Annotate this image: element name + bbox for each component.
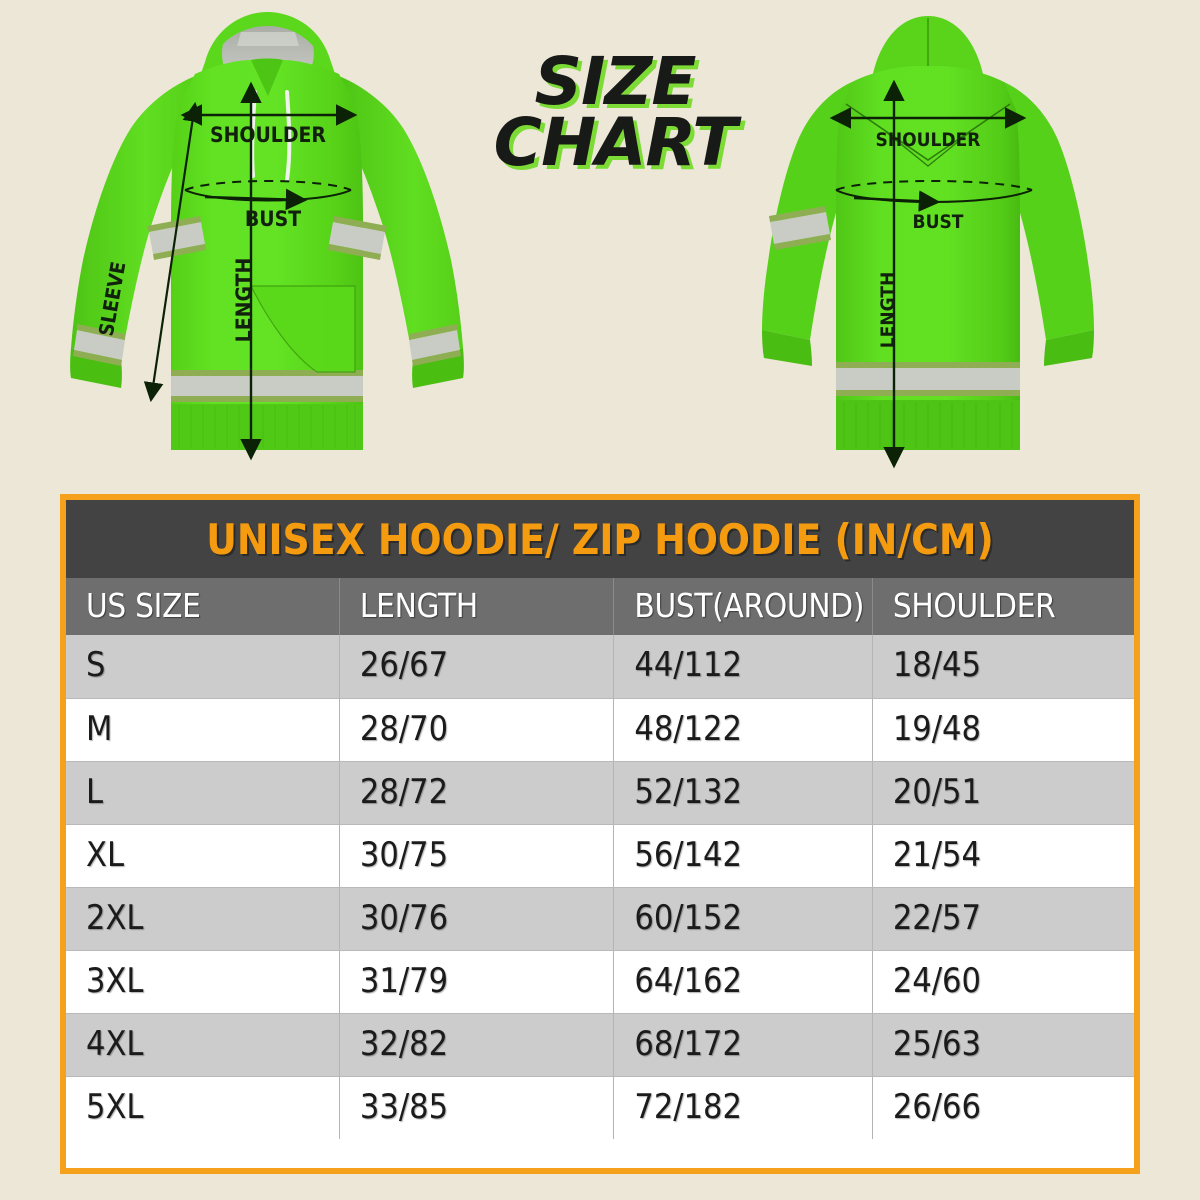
table-row: 2XL 30/76 60/152 22/57 [66,887,1134,951]
page-title-line-1: SIZE [534,43,696,120]
cell-bust: 60/152 [613,887,873,951]
neckline [251,58,283,96]
left-cuff-back [762,330,812,366]
cell-bust: 64/162 [613,950,873,1014]
table-row: S 26/67 44/112 18/45 [66,635,1134,699]
table-banner: UNISEX HOODIE/ ZIP HOODIE (IN/CM) [66,500,1134,578]
page-title: SIZE CHART [455,43,775,181]
length-label: LENGTH [232,258,256,343]
right-sleeve-reflective-stripe-upper [328,216,387,260]
cell-length: 30/75 [339,824,615,888]
bust-label: BUST [245,207,301,231]
size-chart-table: US SIZE LENGTH BUST(AROUND) SHOULDER S 2… [66,578,1134,1139]
table-row: XL 30/75 56/142 21/54 [66,824,1134,888]
right-cuff-back [1044,330,1094,366]
illustration-area: SHOULDER LENGTH BUST SLEEVE SIZE CHART [0,0,1200,492]
cell-bust: 44/112 [613,635,873,699]
table-row: 4XL 32/82 68/172 25/63 [66,1013,1134,1077]
cell-length: 33/85 [339,1076,615,1139]
table-header: US SIZE LENGTH BUST(AROUND) SHOULDER [66,578,1134,635]
bust-ellipse-back [184,180,352,191]
cell-length: 32/82 [339,1013,615,1077]
cell-bust: 72/182 [613,1076,873,1139]
column-header-shoulder: SHOULDER [872,578,1134,635]
bust-measure-arrow-back [853,190,941,212]
shoulder-label: SHOULDER [210,123,326,147]
bust-ellipse-back-top [835,180,1033,191]
hoodie-back-illustration: SHOULDER LENGTH BUST [762,16,1094,469]
cell-bust: 56/142 [613,824,873,888]
cell-size: 3XL [66,950,340,1014]
table-row: 5XL 33/85 72/182 26/66 [66,1076,1134,1139]
cell-size: 2XL [66,887,340,951]
cell-shoulder: 21/54 [872,824,1134,888]
cell-bust: 48/122 [613,698,873,762]
cell-shoulder: 18/45 [872,635,1134,699]
table-body: S 26/67 44/112 18/45 M 28/70 48/122 19/4… [66,635,1134,1139]
left-sleeve-reflective-stripe-back [769,206,831,250]
cell-length: 31/79 [339,950,615,1014]
size-chart-table-container: UNISEX HOODIE/ ZIP HOODIE (IN/CM) US SIZ… [60,494,1140,1174]
length-label-back: LENGTH [877,272,899,349]
cell-length: 30/76 [339,887,615,951]
bust-measure-arrow [204,188,308,211]
shoulder-label-back: SHOULDER [876,129,981,151]
left-sleeve-reflective-stripe-lower [73,324,125,366]
right-sleeve-reflective-stripe-lower [409,324,461,366]
bust-label-back: BUST [913,211,964,233]
cell-shoulder: 20/51 [872,761,1134,825]
column-header-length: LENGTH [339,578,615,635]
cell-size: M [66,698,340,762]
table-row: 3XL 31/79 64/162 24/60 [66,950,1134,1014]
column-header-us-size: US SIZE [66,578,340,635]
right-sleeve [339,76,463,360]
table-row: L 28/72 52/132 20/51 [66,761,1134,825]
cell-shoulder: 19/48 [872,698,1134,762]
right-sleeve-back [1004,82,1094,340]
table-row: M 28/70 48/122 19/48 [66,698,1134,762]
cell-shoulder: 26/66 [872,1076,1134,1139]
cell-bust: 52/132 [613,761,873,825]
cell-length: 28/72 [339,761,615,825]
cell-size: S [66,635,340,699]
sleeve-measure-arrow [143,101,203,403]
cell-shoulder: 24/60 [872,950,1134,1014]
body-reflective-stripe [171,370,363,402]
table-banner-title: UNISEX HOODIE/ ZIP HOODIE (IN/CM) [206,514,994,564]
column-header-bust: BUST(AROUND) [613,578,873,635]
body-hem-ribbing [171,404,363,450]
body-shape-back [836,66,1020,400]
cell-length: 26/67 [339,635,615,699]
body-reflective-stripe-back [836,362,1020,396]
hood-lining-seam [237,32,299,46]
cell-size: XL [66,824,340,888]
cell-size: 5XL [66,1076,340,1139]
table-header-row: US SIZE LENGTH BUST(AROUND) SHOULDER [66,578,1134,635]
cell-length: 28/70 [339,698,615,762]
page-title-line-2: CHART [493,103,738,181]
hoodie-front-illustration: SHOULDER LENGTH BUST SLEEVE [70,12,464,461]
cell-shoulder: 22/57 [872,887,1134,951]
cell-size: L [66,761,340,825]
cell-size: 4XL [66,1013,340,1077]
cell-shoulder: 25/63 [872,1013,1134,1077]
cell-bust: 68/172 [613,1013,873,1077]
